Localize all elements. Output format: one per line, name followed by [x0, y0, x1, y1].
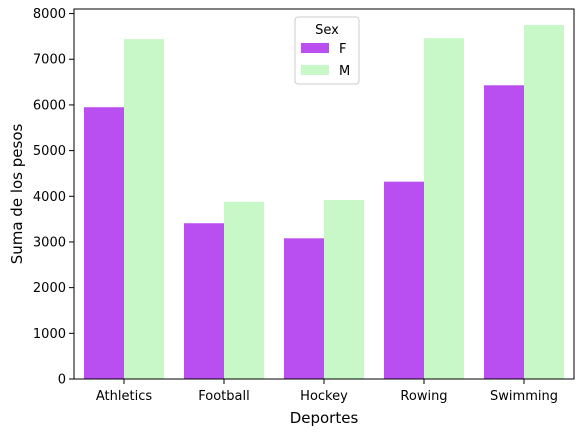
x-tick-label: Football — [198, 389, 249, 404]
bar-football-m — [224, 201, 264, 379]
x-axis-label: Deportes — [290, 409, 359, 427]
x-tick-label: Swimming — [490, 389, 558, 404]
y-tick-label: 4000 — [33, 190, 66, 205]
bar-hockey-f — [284, 238, 324, 379]
bar-athletics-m — [124, 39, 164, 380]
legend-title: Sex — [315, 23, 339, 38]
bar-rowing-m — [424, 38, 464, 379]
y-tick-label: 3000 — [33, 235, 66, 250]
legend-label-m: M — [339, 64, 350, 79]
bar-athletics-f — [84, 107, 124, 380]
y-tick-label: 6000 — [33, 98, 66, 113]
bars-layer — [84, 24, 564, 380]
x-tick-label: Rowing — [400, 389, 447, 404]
y-tick-label: 5000 — [33, 144, 66, 159]
y-tick-label: 0 — [58, 373, 66, 388]
x-tick-label: Athletics — [96, 389, 152, 404]
y-axis-label: Suma de los pesos — [8, 124, 26, 265]
legend-swatch-m — [301, 65, 329, 75]
bar-hockey-m — [324, 199, 364, 379]
bar-swimming-f — [484, 85, 524, 379]
legend: Sex FM — [294, 16, 360, 85]
axes-layer: Athletics Football Hockey Rowing Swimming 0 10… — [33, 7, 575, 404]
legend-label-f: F — [339, 42, 346, 57]
y-tick-label: 8000 — [33, 7, 66, 22]
bar-swimming-m — [524, 24, 564, 380]
y-tick-label: 1000 — [33, 327, 66, 342]
y-tick-label: 2000 — [33, 281, 66, 296]
x-tick-label: Hockey — [300, 389, 348, 404]
y-tick-label: 7000 — [33, 53, 66, 68]
legend-swatch-f — [301, 43, 329, 53]
bar-rowing-f — [384, 181, 424, 379]
legend-items: FM — [301, 42, 350, 79]
bar-football-f — [184, 223, 224, 379]
